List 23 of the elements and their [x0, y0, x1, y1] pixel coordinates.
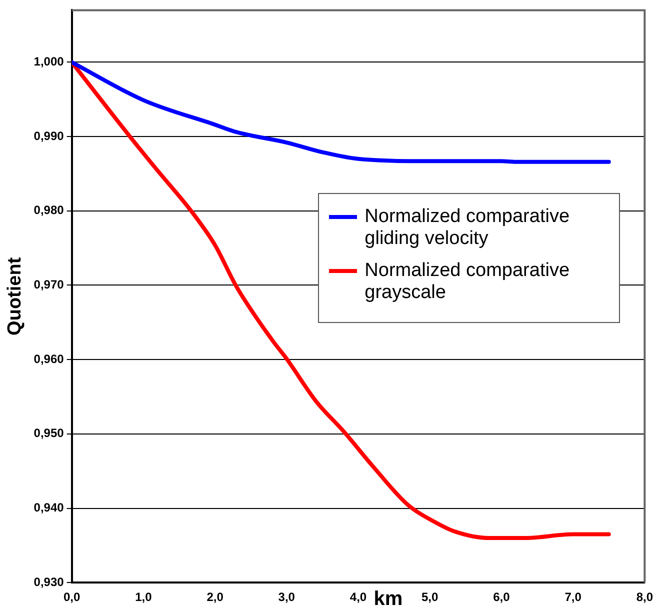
x-tick-label: 5,0: [422, 590, 439, 604]
x-tick-label: 8,0: [636, 590, 654, 604]
x-tick-label: 2,0: [206, 590, 224, 604]
y-tick-label: 0,980: [34, 203, 64, 218]
line-series: [72, 60, 611, 540]
y-tick-label: 1,000: [34, 54, 64, 69]
legend-label: Normalized comparative gliding velocity: [364, 206, 571, 250]
legend-label: Normalized comparative grayscale: [364, 260, 571, 304]
y-tick-label: 0,990: [34, 128, 64, 143]
x-axis-title: km: [374, 588, 403, 610]
x-tick-label: 1,0: [135, 590, 152, 604]
x-tick-label: 3,0: [278, 590, 296, 604]
y-tick-label: 0,930: [34, 574, 64, 589]
y-tick-label: 0,960: [34, 352, 64, 366]
line-series: [72, 60, 611, 164]
x-tick-label: 0,0: [63, 590, 80, 604]
y-tick-label: 0,940: [34, 500, 64, 515]
y-tick-label: 0,970: [34, 278, 64, 292]
y-tick-label: 0,950: [34, 426, 64, 440]
y-axis-title: Quotient: [4, 256, 26, 336]
x-tick-label: 6,0: [493, 590, 510, 604]
x-tick-label: 7,0: [564, 590, 582, 604]
x-tick-label: 4,0: [350, 590, 367, 604]
